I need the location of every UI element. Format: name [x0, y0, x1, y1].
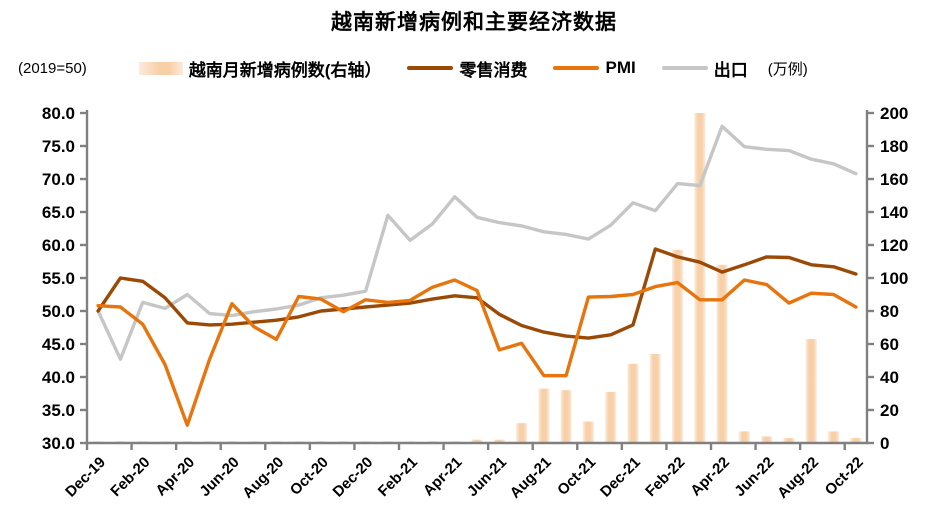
svg-text:40: 40 [880, 368, 899, 387]
axes [85, 110, 869, 445]
svg-text:55.0: 55.0 [42, 269, 75, 288]
svg-text:65.0: 65.0 [42, 203, 75, 222]
svg-text:Feb-21: Feb-21 [375, 454, 421, 500]
svg-text:Aug-21: Aug-21 [507, 454, 555, 502]
svg-text:30.0: 30.0 [42, 434, 75, 453]
exports-line-swatch [661, 66, 708, 70]
svg-text:180: 180 [880, 137, 908, 156]
line-pmi [96, 278, 858, 427]
legend-item-retail: 零售消费 [407, 56, 527, 81]
svg-text:Oct-21: Oct-21 [554, 454, 599, 499]
bars-monthly-cases [92, 113, 862, 443]
svg-text:160: 160 [880, 170, 908, 189]
svg-text:20: 20 [880, 401, 899, 420]
svg-text:Jun-20: Jun-20 [196, 454, 242, 500]
svg-text:Feb-20: Feb-20 [107, 454, 153, 500]
svg-text:Feb-22: Feb-22 [642, 454, 688, 500]
legend-item-cases: 越南月新增病例数(右轴） [138, 56, 382, 81]
svg-text:Dec-20: Dec-20 [330, 454, 377, 501]
legend-item-pmi: PMI [553, 58, 636, 78]
svg-text:35.0: 35.0 [42, 401, 75, 420]
chart-title: 越南新增病例和主要经济数据 [331, 11, 617, 34]
svg-text:120: 120 [880, 236, 908, 255]
line-exports [96, 124, 858, 361]
svg-text:40.0: 40.0 [42, 368, 75, 387]
svg-text:60: 60 [880, 335, 899, 354]
cases-bar-swatch [138, 61, 183, 75]
svg-text:Aug-22: Aug-22 [774, 454, 822, 502]
svg-text:45.0: 45.0 [42, 335, 75, 354]
pmi-line-swatch [553, 66, 600, 70]
left-axis-note: (2019=50) [18, 59, 87, 77]
retail-line-swatch [407, 66, 454, 70]
legend-label-exports: 出口 [713, 60, 748, 80]
svg-text:60.0: 60.0 [42, 236, 75, 255]
left-axis-ticks: 80.0 75.0 70.0 65.0 60.0 55.0 50.0 45.0 40.0 35.0… [42, 104, 87, 453]
svg-text:70.0: 70.0 [42, 170, 75, 189]
legend-row: (2019=50) 越南月新增病例数(右轴） 零售消费 PMI 出口 (万例) [0, 52, 948, 84]
svg-text:Apr-21: Apr-21 [420, 454, 466, 500]
legend-label-cases: 越南月新增病例数(右轴） [188, 60, 382, 80]
svg-text:Jun-21: Jun-21 [464, 454, 510, 500]
legend-item-exports: 出口 [661, 56, 748, 81]
svg-text:Oct-22: Oct-22 [822, 454, 867, 499]
svg-text:80.0: 80.0 [42, 104, 75, 123]
svg-text:75.0: 75.0 [42, 137, 75, 156]
svg-text:Apr-22: Apr-22 [687, 454, 733, 500]
svg-text:50.0: 50.0 [42, 302, 75, 321]
svg-text:200: 200 [880, 104, 908, 123]
svg-text:0: 0 [880, 434, 889, 453]
svg-text:Dec-19: Dec-19 [62, 454, 109, 501]
svg-text:80: 80 [880, 302, 899, 321]
svg-text:100: 100 [880, 269, 908, 288]
svg-text:Oct-20: Oct-20 [287, 454, 332, 499]
legend-label-pmi: PMI [605, 58, 636, 77]
svg-text:Aug-20: Aug-20 [239, 454, 287, 502]
svg-text:Jun-22: Jun-22 [731, 454, 777, 500]
svg-text:Dec-21: Dec-21 [597, 454, 644, 501]
legend-label-retail: 零售消费 [459, 60, 528, 80]
legend: 越南月新增病例数(右轴） 零售消费 PMI 出口 (万例) [138, 56, 808, 81]
svg-text:140: 140 [880, 203, 908, 222]
right-axis-note: (万例) [767, 60, 808, 78]
svg-text:Apr-20: Apr-20 [152, 454, 198, 500]
